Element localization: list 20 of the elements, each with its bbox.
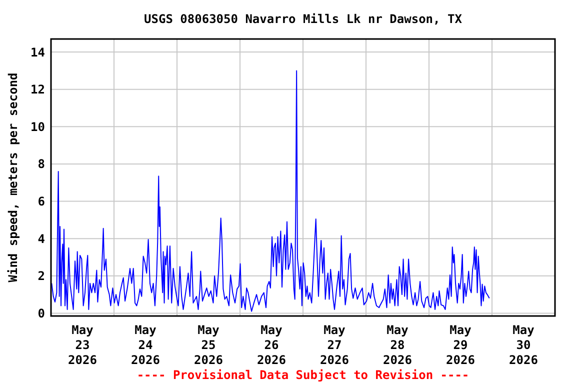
y-tick-label: 14	[30, 45, 45, 60]
line-series	[51, 70, 490, 312]
y-tick-label: 6	[38, 194, 45, 208]
y-axis-title: Wind speed, meters per second	[6, 72, 20, 282]
y-tick-label: 2	[38, 269, 45, 284]
x-tick-label: May 30 2026	[509, 323, 538, 367]
y-tick-label: 0	[38, 306, 45, 320]
y-tick-label: 4	[38, 232, 45, 246]
x-tick-label: May 29 2026	[446, 323, 475, 367]
text: ---- Provisional Data Subject to Revision ----	[136, 368, 470, 382]
x-tick-label: May 28 2026	[383, 323, 412, 367]
x-tick-label: May 25 2026	[194, 323, 223, 367]
x-tick-label: May 26 2026	[257, 323, 286, 367]
y-tick-label: 10	[30, 120, 45, 134]
chart-title: USGS 08063050 Navarro Mills Lk nr Dawson, TX	[144, 12, 463, 26]
x-tick-label: May 23 2026	[68, 323, 97, 367]
x-tick-label: May 24 2026	[131, 323, 160, 367]
x-tick-label: May 27 2026	[320, 323, 349, 367]
y-tick-label: 12	[30, 82, 45, 97]
y-tick-label: 8	[38, 157, 45, 172]
